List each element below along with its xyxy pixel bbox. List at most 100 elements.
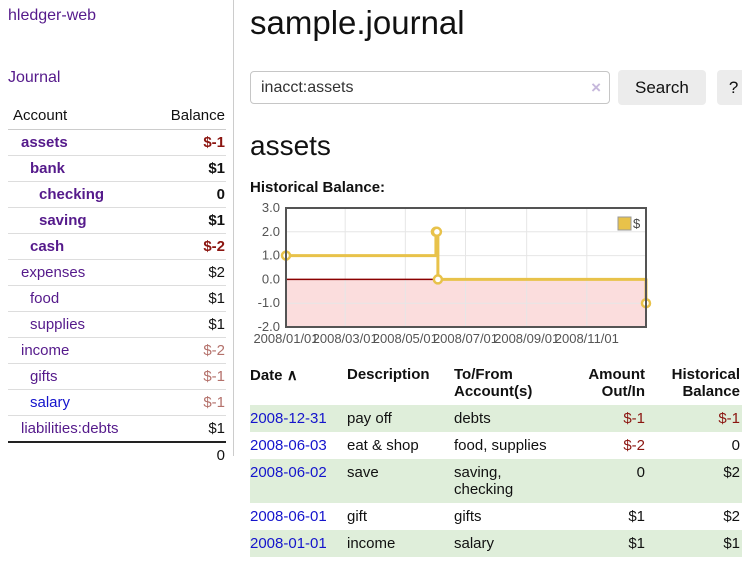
transaction-amount: $-2 <box>623 437 645 454</box>
balance-column-header: Balance <box>149 103 226 130</box>
accounts-total-row: 0 <box>8 441 226 468</box>
transaction-row: 2008-12-31 pay off debts $-1 $-1 <box>250 405 742 432</box>
transaction-balance: $2 <box>723 508 740 525</box>
transaction-row: 2008-06-02 save saving, checking 0 $2 <box>250 459 742 503</box>
transaction-amount: 0 <box>557 459 645 503</box>
transaction-balance: 0 <box>731 437 740 454</box>
transaction-accounts: saving, checking <box>454 459 557 503</box>
transaction-row: 2008-06-01 gift gifts $1 $2 <box>250 503 742 530</box>
transaction-amount: $1 <box>557 530 645 557</box>
account-link-food[interactable]: food <box>30 290 60 307</box>
transaction-balance: $1 <box>645 530 742 557</box>
app-title-link[interactable]: hledger-web <box>8 7 97 24</box>
account-row-expenses: expenses $2 <box>8 259 226 286</box>
register-header-row: Date ∧ Description To/From Account(s) Am… <box>250 366 742 405</box>
main-content: sample.journal × Search ? assets Histori… <box>234 0 742 557</box>
account-balance: $2 <box>149 259 226 286</box>
transaction-date-link[interactable]: 2008-06-03 <box>250 437 327 454</box>
transaction-description: pay off <box>347 405 454 432</box>
account-link-liabilities-debts[interactable]: liabilities:debts <box>21 420 119 437</box>
transaction-date-link[interactable]: 2008-06-01 <box>250 508 327 525</box>
svg-text:2008/05/01: 2008/05/01 <box>373 331 438 346</box>
account-row-bank: bank $1 <box>8 155 226 182</box>
account-row-cash: cash $-2 <box>8 233 226 260</box>
transaction-row: 2008-01-01 income salary $1 $1 <box>250 530 742 557</box>
chart-title: Historical Balance: <box>250 179 386 196</box>
svg-text:2008/11/01: 2008/11/01 <box>555 331 619 346</box>
account-balance: 0 <box>149 181 226 208</box>
accounts-table: Account Balance assets $-1 bank $1 checkin… <box>8 103 226 468</box>
transaction-accounts: salary <box>454 530 557 557</box>
register-table: Date ∧ Description To/From Account(s) Am… <box>250 366 742 557</box>
transaction-description: eat & shop <box>347 437 419 454</box>
accounts-total-value: 0 <box>149 441 226 468</box>
account-link-bank[interactable]: bank <box>30 160 66 177</box>
account-link-supplies[interactable]: supplies <box>30 316 86 333</box>
transaction-description: income <box>347 530 454 557</box>
account-link-expenses[interactable]: expenses <box>21 264 86 281</box>
transaction-accounts: gifts <box>454 508 482 525</box>
account-row-liabilities-debts: liabilities:debts $1 <box>8 415 226 442</box>
svg-text:2008/03/01: 2008/03/01 <box>313 331 378 346</box>
date-column-header[interactable]: Date ∧ <box>250 367 298 384</box>
transaction-description: save <box>347 459 454 503</box>
account-link-gifts[interactable]: gifts <box>30 368 58 385</box>
svg-text:2.0: 2.0 <box>262 224 280 239</box>
svg-text:2008/01/01: 2008/01/01 <box>253 331 318 346</box>
svg-text:-2.0: -2.0 <box>258 319 280 334</box>
description-column-header: Description <box>347 366 430 383</box>
account-balance: $-1 <box>203 134 225 151</box>
transaction-amount: $-1 <box>557 405 645 432</box>
svg-text:1.0: 1.0 <box>262 248 280 263</box>
account-row-salary: salary $-1 <box>8 389 226 416</box>
svg-text:-1.0: -1.0 <box>258 295 280 310</box>
account-link-checking[interactable]: checking <box>39 186 105 203</box>
svg-text:2008/09/01: 2008/09/01 <box>494 331 559 346</box>
account-link-salary[interactable]: salary <box>30 394 71 411</box>
account-row-food: food $1 <box>8 285 226 312</box>
transaction-date-link[interactable]: 2008-01-01 <box>250 535 327 552</box>
sidebar: hledger-web Journal Account Balance asse… <box>0 0 233 468</box>
account-page-title: assets <box>250 130 331 161</box>
transaction-balance: $-1 <box>645 405 742 432</box>
svg-text:3.0: 3.0 <box>262 200 280 215</box>
account-balance: $1 <box>149 207 226 234</box>
account-column-header: Account <box>8 103 150 130</box>
account-balance: $-2 <box>149 337 226 364</box>
account-row-income: income $-2 <box>8 337 226 364</box>
account-link-assets[interactable]: assets <box>21 134 68 151</box>
account-link-cash[interactable]: cash <box>30 238 65 255</box>
svg-text:$: $ <box>633 216 641 231</box>
account-row-gifts: gifts $-1 <box>8 363 226 390</box>
account-row-saving: saving $1 <box>8 207 226 234</box>
svg-text:2008/07/01: 2008/07/01 <box>433 331 498 346</box>
accounts-column-header: To/From Account(s) <box>454 366 533 400</box>
transaction-description: gift <box>347 508 368 525</box>
transaction-accounts: debts <box>454 405 557 432</box>
account-link-income[interactable]: income <box>21 342 70 359</box>
balance-column-header: Historical Balance <box>671 366 740 400</box>
transaction-accounts: food, supplies <box>454 437 547 454</box>
sidebar-item-journal[interactable]: Journal <box>8 69 61 86</box>
transaction-row: 2008-06-03 eat & shop food, supplies $-2… <box>250 432 742 459</box>
search-button[interactable]: Search <box>618 70 706 105</box>
sidebar-divider <box>233 0 234 456</box>
chart-canvas: 3.0 2.0 1.0 0.0 -1.0 -2.02008/01/012008/03/01… <box>253 200 652 346</box>
account-balance: $1 <box>149 155 226 182</box>
account-row-checking: checking 0 <box>8 181 226 208</box>
account-balance: $-1 <box>149 389 226 416</box>
account-link-saving[interactable]: saving <box>39 212 87 229</box>
account-balance: $1 <box>149 311 226 338</box>
account-balance: $1 <box>149 285 226 312</box>
page-title: sample.journal <box>250 4 465 41</box>
clear-search-icon[interactable]: × <box>591 78 601 97</box>
transaction-date-link[interactable]: 2008-06-02 <box>250 464 327 481</box>
search-form: × Search ? <box>250 70 742 105</box>
search-input[interactable] <box>250 71 610 104</box>
transaction-balance: $2 <box>645 459 742 503</box>
transaction-date-link[interactable]: 2008-12-31 <box>250 410 327 427</box>
account-row-supplies: supplies $1 <box>8 311 226 338</box>
historical-balance-chart: 3.0 2.0 1.0 0.0 -1.0 -2.0 2008/01/01 2008/03/01… <box>250 200 742 353</box>
help-button[interactable]: ? <box>716 70 742 105</box>
transaction-amount: $1 <box>628 508 645 525</box>
